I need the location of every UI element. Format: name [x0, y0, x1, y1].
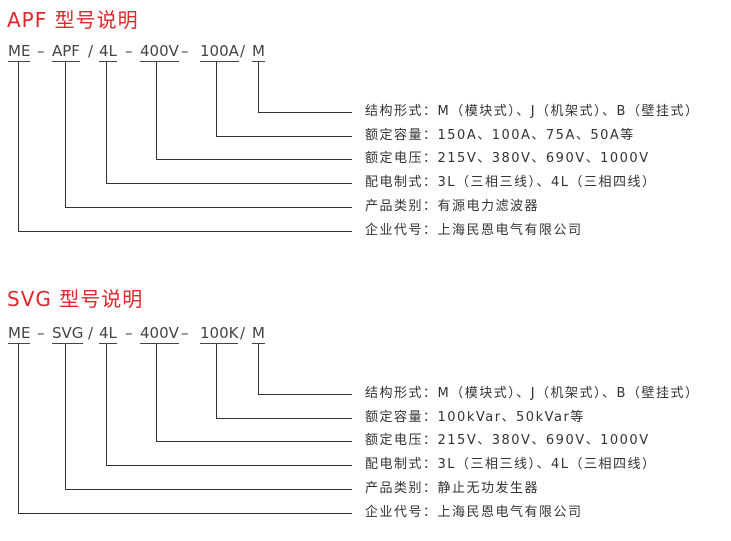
connector-horizontal-line: [156, 159, 352, 160]
spec-label: 结构形式：M（模块式）、J（机架式）、B（壁挂式）: [365, 104, 700, 119]
connector-vertical-line: [106, 344, 107, 465]
spec-label: 产品类别：静止无功发生器: [365, 481, 540, 496]
model-code-segment: M: [252, 42, 265, 62]
connector-vertical-line: [65, 344, 66, 489]
spec-label: 产品类别：有源电力滤波器: [365, 199, 540, 214]
spec-label: 额定电压：215V、380V、690V、1000V: [365, 433, 650, 448]
model-code-separator: /: [88, 42, 94, 60]
connector-horizontal-line: [106, 183, 352, 184]
model-code-segment: 4L: [99, 324, 117, 344]
connector-vertical-line: [216, 344, 217, 418]
model-code-segment: SVG: [52, 324, 84, 344]
spec-label: 配电制式：3L（三相三线）、4L（三相四线）: [365, 457, 657, 472]
connector-horizontal-line: [18, 513, 352, 514]
section-title: APF 型号说明: [7, 8, 139, 32]
model-code-segment: 100K: [200, 324, 239, 344]
spec-label: 额定容量：150A、100A、75A、50A等: [365, 128, 635, 143]
model-code-separator: /: [240, 324, 246, 342]
connector-vertical-line: [156, 344, 157, 441]
connector-vertical-line: [156, 62, 157, 159]
spec-label: 配电制式：3L（三相三线）、4L（三相四线）: [365, 175, 657, 190]
connector-horizontal-line: [216, 418, 352, 419]
connector-horizontal-line: [18, 231, 352, 232]
model-code-segment: M: [252, 324, 265, 344]
model-code-segment: 4L: [99, 42, 117, 62]
model-code-separator: –: [37, 324, 45, 342]
model-code-separator: –: [181, 324, 189, 342]
model-code-segment: 400V: [140, 42, 179, 62]
connector-vertical-line: [258, 344, 259, 394]
spec-label: 企业代号：上海民恩电气有限公司: [365, 505, 583, 520]
model-code-separator: –: [181, 42, 189, 60]
connector-vertical-line: [106, 62, 107, 183]
connector-vertical-line: [258, 62, 259, 112]
model-code-segment: 100A: [200, 42, 239, 62]
connector-vertical-line: [216, 62, 217, 136]
connector-horizontal-line: [65, 489, 352, 490]
connector-horizontal-line: [216, 136, 352, 137]
model-code-separator: –: [125, 324, 133, 342]
connector-horizontal-line: [65, 207, 352, 208]
connector-horizontal-line: [156, 441, 352, 442]
model-code-separator: /: [88, 324, 94, 342]
connector-vertical-line: [65, 62, 66, 207]
connector-vertical-line: [18, 62, 19, 231]
model-code-separator: –: [37, 42, 45, 60]
model-code-separator: /: [240, 42, 246, 60]
connector-vertical-line: [18, 344, 19, 513]
spec-label: 额定电压：215V、380V、690V、1000V: [365, 151, 650, 166]
model-code-segment: ME: [8, 324, 31, 344]
spec-label: 结构形式：M（模块式）、J（机架式）、B（壁挂式）: [365, 386, 700, 401]
spec-label: 额定容量：100kVar、50kVar等: [365, 410, 585, 425]
section-title: SVG 型号说明: [7, 287, 144, 311]
spec-label: 企业代号：上海民恩电气有限公司: [365, 223, 583, 238]
connector-horizontal-line: [258, 112, 352, 113]
model-code-separator: –: [125, 42, 133, 60]
model-code-segment: 400V: [140, 324, 179, 344]
connector-horizontal-line: [106, 465, 352, 466]
model-code-segment: ME: [8, 42, 31, 62]
connector-horizontal-line: [258, 394, 352, 395]
model-code-segment: APF: [52, 42, 80, 62]
